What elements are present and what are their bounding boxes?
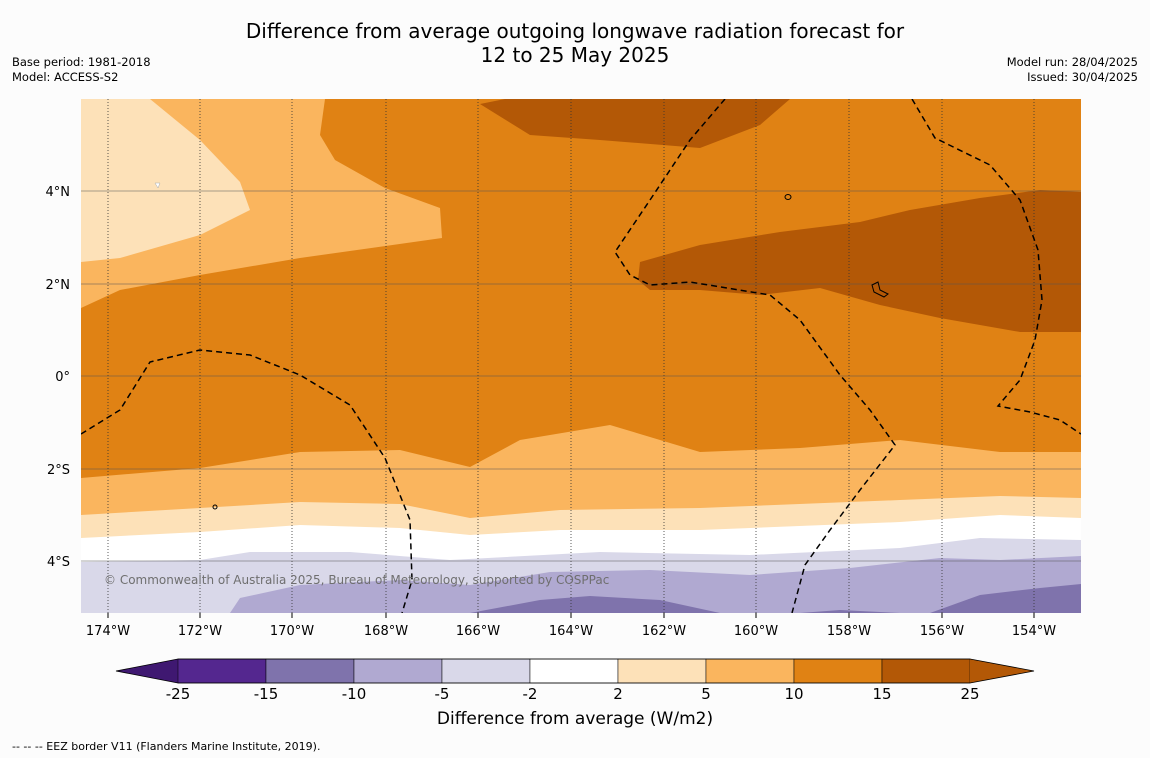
colorbar-swatch: [265, 658, 355, 684]
colorbar-extend-high: [970, 659, 1034, 683]
model-text: Model: ACCESS-S2: [12, 70, 119, 84]
lat-label: 4°S: [47, 555, 70, 570]
lon-label: 154°W: [1012, 624, 1056, 639]
title-line-1: Difference from average outgoing longwav…: [245, 19, 905, 43]
anomaly-region-15-25-east: [638, 190, 1081, 332]
colorbar-swatch: [177, 658, 267, 684]
lat-label: 2°N: [46, 278, 71, 293]
colorbar-tick-labels: -25 -15 -10 -5 -2 2 5 10 15 25: [166, 685, 980, 703]
colorbar-tick: 25: [960, 685, 979, 703]
colorbar-tick: 5: [701, 685, 711, 703]
lon-label: 172°W: [178, 624, 222, 639]
colorbar-swatch: [705, 658, 795, 684]
eez-legend-note: -- -- -- EEZ border V11 (Flanders Marine…: [12, 740, 321, 753]
base-period-text: Base period: 1981-2018: [12, 55, 151, 69]
anomaly-band-minus15-minus10-center: [470, 596, 720, 613]
colorbar-tick: -5: [435, 685, 450, 703]
anomaly-band-minus15-minus10-small: [800, 610, 900, 613]
latitude-labels: 4°N 2°N 0° 2°S 4°S: [46, 185, 71, 570]
lon-label: 162°W: [642, 624, 686, 639]
colorbar-swatch: [617, 658, 707, 684]
lat-label: 4°N: [46, 185, 71, 200]
colorbar-tick: -10: [342, 685, 367, 703]
eez-borders: [81, 99, 1081, 613]
colorbar-swatch: [529, 658, 619, 684]
lon-label: 170°W: [270, 624, 314, 639]
issued-text: Issued: 30/04/2025: [1027, 70, 1138, 84]
axis-ticks: [107, 613, 1035, 618]
map-area: [81, 99, 1081, 613]
title-line-2: 12 to 25 May 2025: [480, 43, 670, 67]
model-run-text: Model run: 28/04/2025: [1006, 55, 1138, 69]
metadata-right: Model run: 28/04/2025 Issued: 30/04/2025: [1007, 55, 1138, 85]
anomaly-band-minus10-minus5: [230, 556, 1081, 613]
lon-label: 174°W: [86, 624, 130, 639]
colorbar-swatch: [441, 658, 531, 684]
anomaly-band-minus15-minus10-east: [930, 584, 1081, 613]
colorbar-tick: 10: [784, 685, 803, 703]
lon-label: 166°W: [456, 624, 500, 639]
colorbar-swatch: [353, 658, 443, 684]
colorbar-tick: -15: [254, 685, 279, 703]
colorbar: [115, 658, 1035, 684]
colorbar-tick: 15: [872, 685, 891, 703]
lon-label: 164°W: [549, 624, 593, 639]
anomaly-region-2-5-north: [81, 99, 250, 262]
island-marker: [154, 182, 161, 189]
lat-label: 2°S: [47, 463, 70, 478]
lon-label: 168°W: [364, 624, 408, 639]
latitude-gridlines: [81, 190, 1081, 562]
metadata-left: Base period: 1981-2018 Model: ACCESS-S2: [12, 55, 151, 85]
colorbar-swatch: [881, 658, 971, 684]
colorbar-extend-low: [116, 659, 178, 683]
lon-label: 156°W: [920, 624, 964, 639]
colorbar-tick: -25: [166, 685, 191, 703]
islands: [212, 194, 889, 510]
lon-label: 158°W: [827, 624, 871, 639]
chart-title: Difference from average outgoing longwav…: [0, 19, 1150, 67]
colorbar-tick: 2: [613, 685, 623, 703]
colorbar-label: Difference from average (W/m2): [436, 709, 714, 729]
copyright-credit: © Commonwealth of Australia 2025, Bureau…: [104, 573, 610, 587]
lat-label: 0°: [55, 370, 70, 385]
colorbar-tick: -2: [523, 685, 538, 703]
colorbar-outline: [115, 658, 1035, 684]
longitude-labels: 174°W 172°W 170°W 168°W 166°W 164°W 162°…: [86, 624, 1056, 639]
lon-label: 160°W: [734, 624, 778, 639]
colorbar-swatch: [793, 658, 883, 684]
anomaly-region-15-25-top: [480, 99, 790, 148]
